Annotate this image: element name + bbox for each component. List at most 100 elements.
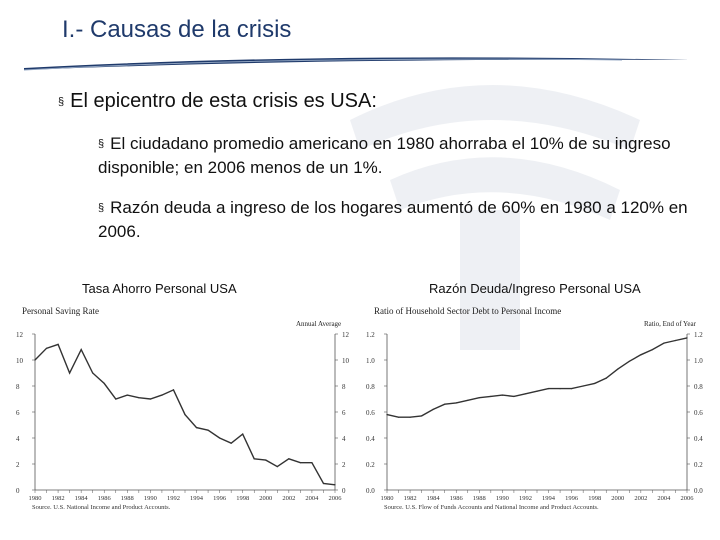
saving-chart-data-point <box>230 442 232 444</box>
title-underline-swoosh <box>23 57 690 71</box>
saving-chart-data-point <box>195 427 198 429</box>
saving-chart-xtick-label: 2000 <box>259 495 272 502</box>
debt-chart-ytick-label-right: 0.2 <box>694 461 703 469</box>
background-watermark <box>350 85 640 350</box>
debt-chart-ytick-label-right: 1.0 <box>694 357 703 365</box>
saving-chart-xtick-label: 1992 <box>167 495 180 502</box>
saving-chart-xtick-label: 1988 <box>121 495 134 502</box>
saving-chart-ytick-label-left: 12 <box>16 331 24 339</box>
debt-chart-subtitle: Ratio, End of Year <box>644 320 697 328</box>
bullet-debt-text: Razón deuda a ingreso de los hogares aum… <box>98 198 688 241</box>
debt-chart-data-point <box>409 416 411 418</box>
debt-chart-title: Ratio of Household Sector Debt to Person… <box>374 306 561 316</box>
debt-chart-xtick-label: 1982 <box>404 495 417 502</box>
saving-chart-ytick-label-right: 10 <box>342 357 350 365</box>
saving-chart-xtick-label: 1982 <box>52 495 65 502</box>
saving-chart-source: Source. U.S. National Income and Product… <box>32 504 171 511</box>
saving-chart-data-point <box>265 459 267 461</box>
debt-chart-data-point <box>536 390 538 392</box>
debt-chart-source: Source. U.S. Flow of Funds Accounts and … <box>384 504 599 511</box>
saving-chart-data-point <box>115 398 117 400</box>
saving-chart-data-point <box>138 397 140 399</box>
saving-chart-xtick-label: 2002 <box>282 495 295 502</box>
bullet-marker-icon: § <box>98 202 105 214</box>
slide-title: I.- Causas de la crisis <box>62 16 292 43</box>
debt-chart-xtick-label: 2000 <box>611 495 624 502</box>
saving-chart-ytick-label-right: 0 <box>342 487 346 495</box>
saving-chart-ytick-label-right: 12 <box>342 331 350 339</box>
debt-chart-data-point <box>640 354 642 356</box>
debt-chart-data-point <box>421 415 423 417</box>
debt-chart-data-point <box>513 395 515 397</box>
saving-chart-data-point <box>276 466 278 468</box>
debt-ratio-chart: Ratio of Household Sector Debt to Person… <box>366 306 703 511</box>
debt-chart-data-point <box>617 368 619 370</box>
saving-chart-ytick-label-left: 0 <box>16 487 20 495</box>
saving-chart-data-point <box>161 394 163 396</box>
saving-chart-ytick-label-right: 8 <box>342 383 346 391</box>
debt-chart-xtick-label: 1996 <box>565 495 579 502</box>
debt-chart-data-point <box>490 395 492 397</box>
saving-chart-title: Personal Saving Rate <box>22 306 99 316</box>
debt-chart-xtick-label: 2002 <box>634 495 647 502</box>
saving-chart-data-point <box>219 437 221 439</box>
debt-chart-ytick-label-left: 0.2 <box>366 461 375 469</box>
saving-chart-ytick-label-right: 6 <box>342 409 346 417</box>
saving-chart-ytick-label-left: 4 <box>16 435 20 443</box>
saving-chart-ytick-label-right: 2 <box>342 461 346 469</box>
saving-chart-xtick-label: 2004 <box>305 495 319 502</box>
debt-chart-data-point <box>432 408 434 410</box>
saving-chart-data-point <box>322 482 325 485</box>
debt-chart-data-point <box>547 388 550 390</box>
saving-chart-data-point <box>184 414 186 416</box>
debt-chart-xtick-label: 1986 <box>450 495 464 502</box>
debt-chart-series-line-0 <box>386 337 688 418</box>
debt-chart-data-point <box>651 349 653 351</box>
saving-chart-data-point <box>334 484 336 486</box>
debt-chart-ytick-label-right: 0.4 <box>694 435 703 443</box>
debt-chart-data-point <box>478 397 480 399</box>
bullet-marker-icon: § <box>98 138 105 150</box>
debt-chart-data-point <box>605 377 607 379</box>
saving-chart-ytick-label-left: 10 <box>16 357 24 365</box>
debt-chart-ytick-label-left: 0.6 <box>366 409 375 417</box>
debt-chart-xtick-label: 1998 <box>588 495 601 502</box>
saving-chart-data-point <box>45 347 48 349</box>
debt-chart-xtick-label: 1988 <box>473 495 486 502</box>
debt-chart-data-point <box>386 414 388 416</box>
saving-chart-xtick-label: 1980 <box>29 495 42 502</box>
saving-chart-xtick-label: 1986 <box>98 495 112 502</box>
bullet-savings-text: El ciudadano promedio americano en 1980 … <box>98 134 671 177</box>
debt-chart-xtick-label: 1992 <box>519 495 532 502</box>
saving-chart-ytick-label-left: 6 <box>16 409 20 417</box>
debt-chart-ytick-label-left: 0.4 <box>366 435 375 443</box>
saving-chart-data-point <box>34 359 36 361</box>
saving-chart-data-point <box>80 349 82 351</box>
debt-chart-data-point <box>397 416 400 418</box>
debt-chart-data-point <box>628 360 630 362</box>
debt-chart-xtick-label: 2006 <box>681 495 695 502</box>
debt-chart-ytick-label-right: 0.8 <box>694 383 703 391</box>
saving-chart-ytick-label-left: 2 <box>16 461 20 469</box>
debt-chart-data-point <box>594 382 596 384</box>
debt-chart-data-point <box>467 399 469 401</box>
debt-chart-data-point <box>663 342 665 344</box>
debt-chart-ytick-label-right: 1.2 <box>694 331 703 339</box>
left-chart-caption: Tasa Ahorro Personal USA <box>82 281 237 296</box>
debt-chart-xtick-label: 2004 <box>657 495 671 502</box>
saving-chart-ytick-label-right: 4 <box>342 435 346 443</box>
saving-chart-xtick-label: 1996 <box>213 495 227 502</box>
debt-chart-ytick-label-left: 0.0 <box>366 487 375 495</box>
saving-chart-data-point <box>253 458 255 460</box>
saving-chart-xtick-label: 2006 <box>329 495 343 502</box>
bullet-main: § El epicentro de esta crisis es USA: <box>58 90 377 113</box>
debt-chart-ytick-label-left: 1.0 <box>366 357 375 365</box>
saving-rate-chart: Personal Saving Rate Annual Average 0 0 2 2 4 4… <box>16 306 350 511</box>
bullet-main-text: El epicentro de esta crisis es USA: <box>70 90 377 112</box>
saving-chart-data-point <box>207 429 209 431</box>
debt-chart-ytick-label-left: 0.8 <box>366 383 375 391</box>
saving-chart-data-point <box>299 462 301 464</box>
debt-chart-xtick-label: 1994 <box>542 495 556 502</box>
saving-chart-ytick-label-left: 8 <box>16 383 20 391</box>
debt-chart-data-point <box>674 339 677 342</box>
